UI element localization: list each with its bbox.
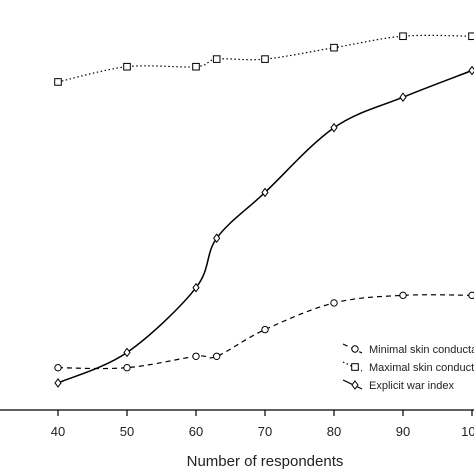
series-layer <box>54 32 474 388</box>
data-point-square <box>261 55 269 63</box>
x-tick-label: 100 <box>461 424 474 439</box>
data-point-circle <box>468 291 474 300</box>
data-point-square <box>399 32 407 41</box>
legend-label: Minimal skin conductance <box>369 344 474 356</box>
data-point-circle <box>192 352 200 360</box>
legend-item: Explicit war index <box>342 379 454 392</box>
data-point-square <box>330 43 338 52</box>
legend-marker-square <box>351 363 359 371</box>
data-point-diamond <box>330 122 338 133</box>
data-point-diamond <box>468 65 474 76</box>
x-tick-label: 80 <box>327 424 341 439</box>
data-point-diamond <box>54 378 62 388</box>
data-point-circle <box>261 325 269 334</box>
x-tick-label: 90 <box>396 424 410 439</box>
data-point-square <box>212 55 221 63</box>
x-axis-title: Number of respondents <box>187 453 344 470</box>
legend-marker-circle <box>351 345 359 353</box>
legend-item: Maximal skin conductance <box>342 361 474 374</box>
legend-marker-diamond <box>351 380 359 390</box>
data-point-square <box>123 62 131 71</box>
data-point-circle <box>213 352 221 360</box>
x-tick-label: 60 <box>189 424 203 439</box>
axes: 40 50 60 70 80 90 100 <box>0 409 474 439</box>
data-point-diamond <box>399 92 407 103</box>
series-diamond <box>54 65 474 388</box>
legend-label: Maximal skin conductance <box>369 362 474 374</box>
data-point-diamond <box>261 187 269 198</box>
data-point-circle <box>399 291 407 300</box>
x-tick-label: 40 <box>51 424 65 439</box>
data-point-diamond <box>123 347 131 358</box>
series-line <box>57 294 473 370</box>
data-point-circle <box>123 364 131 372</box>
series-line <box>57 69 473 384</box>
data-point-square <box>468 32 474 41</box>
legend: Minimal skin conductance Maximal skin con… <box>342 343 474 392</box>
data-point-circle <box>330 299 338 307</box>
x-tick-label: 50 <box>120 424 134 439</box>
data-point-diamond <box>213 233 221 244</box>
series-square <box>54 32 474 86</box>
data-point-circle <box>54 364 62 372</box>
legend-item: Minimal skin conductance <box>342 343 474 356</box>
legend-label: Explicit war index <box>369 380 454 392</box>
data-point-diamond <box>192 282 200 293</box>
x-tick-label: 70 <box>258 424 272 439</box>
data-point-square <box>192 62 200 71</box>
data-point-square <box>54 78 62 86</box>
series-circle <box>54 291 474 372</box>
